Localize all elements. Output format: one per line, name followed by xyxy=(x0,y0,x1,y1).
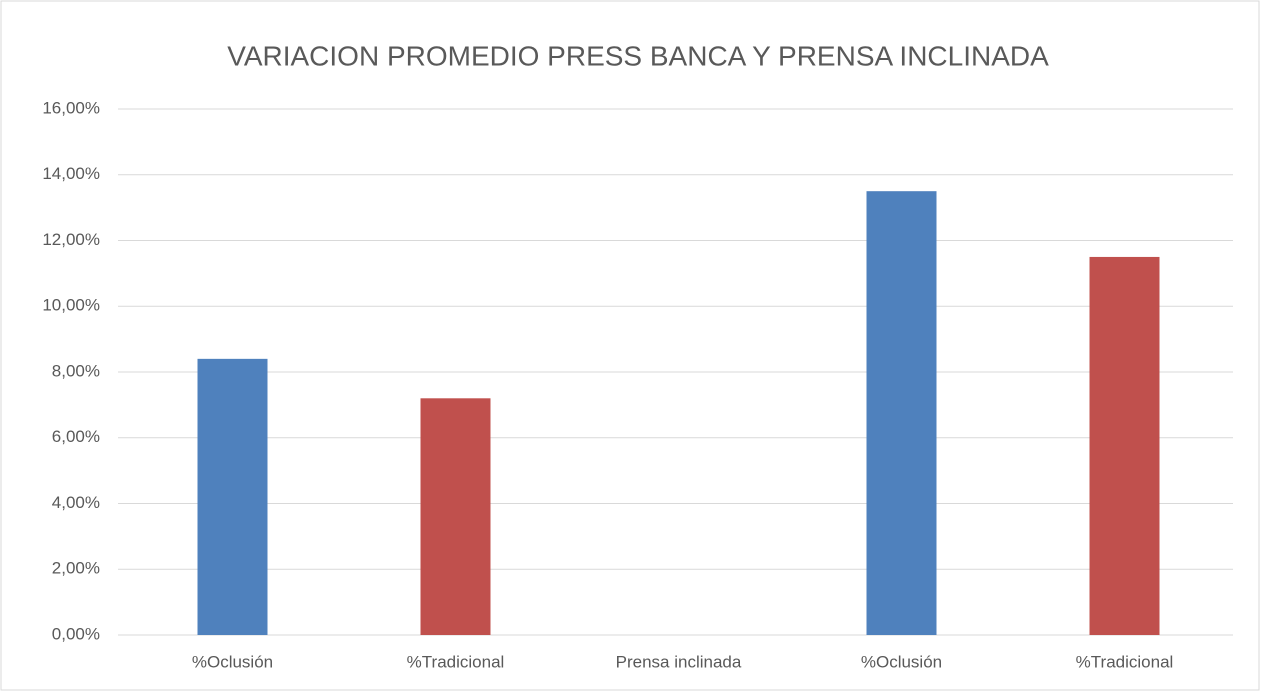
x-tick-label: %Tradicional xyxy=(1076,652,1174,671)
x-tick-label: Prensa inclinada xyxy=(616,652,742,671)
y-tick-label: 6,00% xyxy=(52,427,100,446)
x-tick-label: %Oclusión xyxy=(192,652,273,671)
bar xyxy=(866,191,937,635)
y-tick-label: 8,00% xyxy=(52,361,100,380)
y-tick-label: 10,00% xyxy=(42,296,100,315)
y-tick-label: 4,00% xyxy=(52,493,100,512)
chart-title: VARIACION PROMEDIO PRESS BANCA Y PRENSA … xyxy=(227,40,1049,71)
bar xyxy=(197,358,268,635)
x-tick-label: %Tradicional xyxy=(407,652,505,671)
bar xyxy=(420,398,491,635)
y-tick-label: 0,00% xyxy=(52,624,100,643)
y-tick-label: 12,00% xyxy=(42,230,100,249)
y-tick-label: 2,00% xyxy=(52,559,100,578)
y-tick-label: 16,00% xyxy=(42,98,100,117)
x-tick-label: %Oclusión xyxy=(861,652,942,671)
y-tick-label: 14,00% xyxy=(42,164,100,183)
bar xyxy=(1089,256,1160,635)
